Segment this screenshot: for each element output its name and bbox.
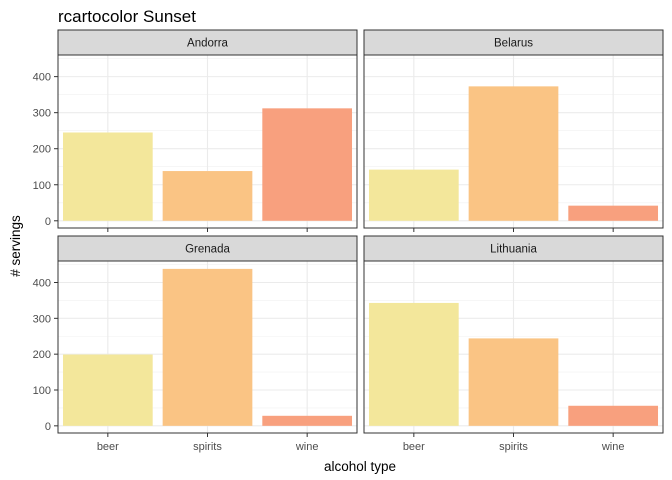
y-tick-label: 300 [33,108,51,120]
facet-label: Lithuania [490,244,537,256]
bar-grenada-wine [262,415,353,426]
bar-lithuania-wine [568,405,659,426]
facet-strip [57,235,358,262]
bar-andorra-beer [62,132,153,221]
chart-title: rcartocolor Sunset [58,7,196,26]
facet-grenada: Grenada 0 100 200 300 400 beer spirits wine [33,235,358,453]
bar-grenada-beer [62,354,153,426]
bar-andorra-spirits [162,171,253,221]
x-tick-label-wine: wine [601,441,625,453]
y-axis-title: # servings [8,215,23,277]
x-tick-label-beer: beer [97,441,119,453]
bar-belarus-beer [368,169,459,221]
bar-lithuania-beer [368,302,459,426]
facet-panels: Andorra 0 100 200 300 400 Belarus Grenada 0 100 20… [33,29,664,453]
y-tick-label: 0 [45,421,51,433]
y-tick-label: 100 [33,385,51,397]
y-tick-label: 200 [33,349,51,361]
facet-andorra: Andorra 0 100 200 300 400 [33,29,358,232]
y-tick-label: 300 [33,313,51,325]
y-tick-label: 100 [33,180,51,192]
facet-belarus: Belarus [363,29,664,232]
facet-strip [363,29,664,56]
facet-strip [57,29,358,56]
facet-strip [363,235,664,262]
bar-belarus-wine [568,205,659,221]
bar-andorra-wine [262,108,353,221]
facet-lithuania: Lithuania beer spirits wine [363,235,664,453]
bar-grenada-spirits [162,268,253,426]
y-tick-label: 0 [45,216,51,228]
x-tick-label-wine: wine [295,441,319,453]
y-tick-label: 400 [33,278,51,290]
x-tick-label-spirits: spirits [499,441,528,453]
facet-label: Belarus [494,38,533,50]
x-tick-label-beer: beer [403,441,425,453]
facet-label: Andorra [187,38,229,50]
facet-label: Grenada [185,244,230,256]
x-axis-title: alcohol type [324,459,396,474]
bar-belarus-spirits [468,86,559,221]
x-tick-label-spirits: spirits [193,441,222,453]
bar-lithuania-spirits [468,338,559,426]
y-tick-label: 400 [33,72,51,84]
y-tick-label: 200 [33,144,51,156]
